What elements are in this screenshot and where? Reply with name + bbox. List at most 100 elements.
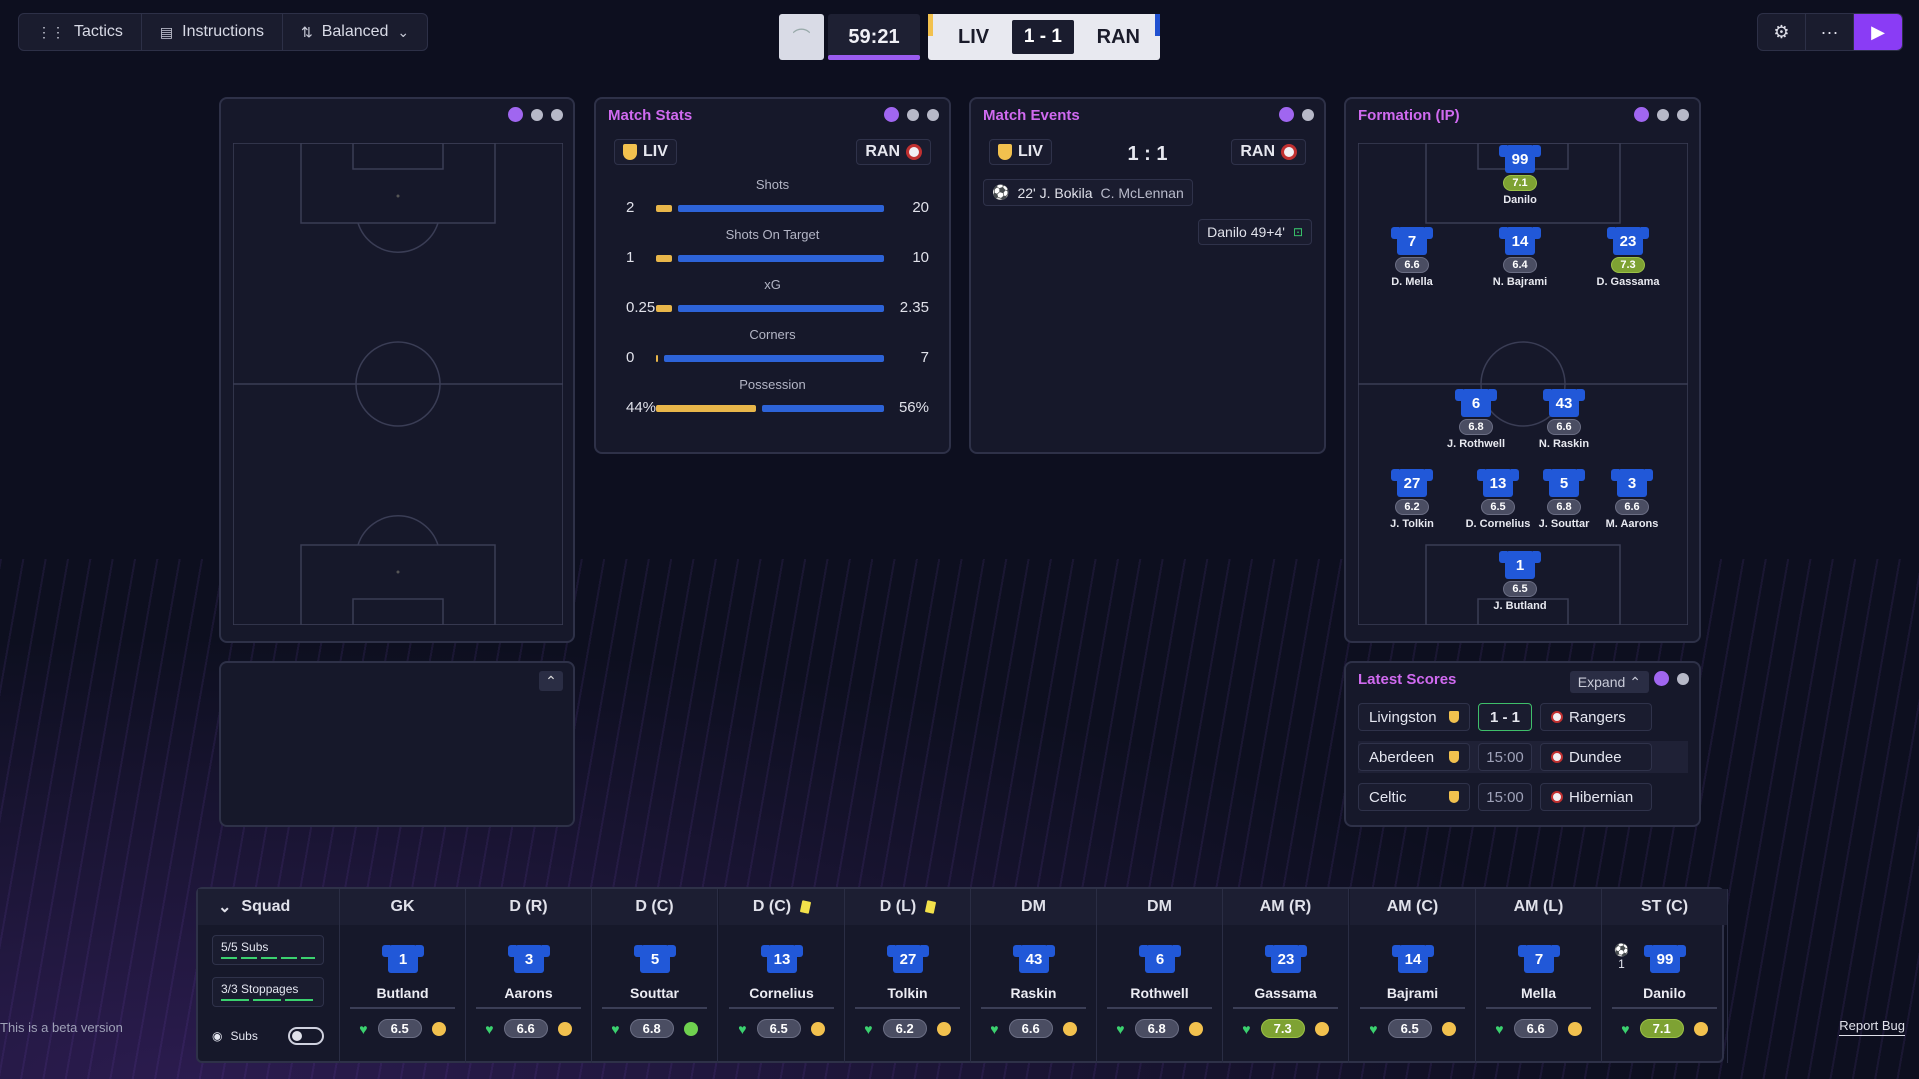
player-status-row: ♥ 6.2 [845, 1019, 970, 1038]
morale-face-icon [1314, 1021, 1329, 1036]
divider [729, 1007, 834, 1009]
formation-player[interactable]: 14 6.4 N. Bajrami [1478, 227, 1562, 288]
player-status-row: ♥ 6.5 [1350, 1019, 1475, 1038]
player-rating: 6.2 [1395, 499, 1429, 515]
stat-label: xG [764, 277, 781, 292]
mentality-dropdown[interactable]: ⇅ Balanced ⌄ [283, 14, 427, 50]
shirt-icon: 23 [1265, 945, 1307, 973]
shirt-icon: 14 [1499, 227, 1541, 255]
player-rating: 6.5 [756, 1019, 801, 1038]
morale-face-icon [1441, 1021, 1456, 1036]
panel-dots [1634, 107, 1689, 122]
panel-dot[interactable] [551, 108, 563, 121]
subs-toggle-switch[interactable] [287, 1027, 324, 1045]
panel-dot-active[interactable] [1634, 107, 1649, 122]
match-controls: ⚙ ··· ▶ [1757, 13, 1903, 51]
formation-player[interactable]: 27 6.2 J. Tolkin [1370, 469, 1454, 530]
clock-time: 59:21 [848, 25, 900, 48]
position-header: DM [971, 889, 1097, 925]
squad-player[interactable]: 23 Gassama ♥ 7.3 [1223, 925, 1349, 1063]
heart-icon: ♥ [738, 1020, 747, 1037]
player-name: J. Butland [1493, 600, 1547, 612]
player-status-row: ♥ 6.8 [1097, 1019, 1222, 1038]
clock-progress-bar [828, 55, 920, 60]
stats-home-label: LIV [643, 143, 668, 160]
panel-dot-active[interactable] [508, 107, 523, 122]
formation-player[interactable]: 23 7.3 D. Gassama [1586, 227, 1670, 288]
settings-button[interactable]: ⚙ [1758, 14, 1806, 50]
squad-player[interactable]: 5 Souttar ♥ 6.8 [592, 925, 718, 1063]
formation-player[interactable]: 6 6.8 J. Rothwell [1434, 389, 1518, 450]
panel-dot-active[interactable] [1654, 671, 1669, 686]
player-rating: 6.8 [1547, 499, 1581, 515]
divider [602, 1007, 707, 1009]
tactics-button[interactable]: ⋮⋮ Tactics [19, 14, 142, 50]
stat-home-bar [656, 205, 672, 212]
squad-player[interactable]: 3 Aarons ♥ 6.6 [466, 925, 592, 1063]
formation-player[interactable]: 1 6.5 J. Butland [1478, 551, 1562, 612]
squad-player[interactable]: 99 ⚽ 1 Danilo ♥ 7.1 [1602, 925, 1728, 1063]
team-crest-icon [1551, 751, 1563, 763]
formation-player[interactable]: 43 6.6 N. Raskin [1522, 389, 1606, 450]
stat-home-value: 44% [626, 399, 657, 416]
panel-dot-active[interactable] [1279, 107, 1294, 122]
subs-progress [221, 957, 315, 959]
divider [855, 1007, 960, 1009]
panel-dot[interactable] [1677, 108, 1689, 121]
player-name: J. Souttar [1538, 518, 1590, 530]
shirt-icon: 6 [1455, 389, 1497, 417]
player-rating: 7.1 [1503, 175, 1537, 191]
squad-player[interactable]: 43 Raskin ♥ 6.6 [971, 925, 1097, 1063]
away-goal-event[interactable]: Danilo 49+4' ⊡ [1198, 219, 1312, 245]
expand-button[interactable]: Expand ⌃ [1569, 671, 1649, 693]
morale-face-icon [1693, 1021, 1708, 1036]
shirt-icon: 99 [1644, 945, 1686, 973]
score-row[interactable]: Livingston 1 - 1 Rangers [1358, 701, 1688, 733]
squad-player[interactable]: 7 Mella ♥ 6.6 [1476, 925, 1602, 1063]
squad-player[interactable]: 1 Butland ♥ 6.5 [340, 925, 466, 1063]
player-name: D. Gassama [1596, 276, 1660, 288]
panel-dot[interactable] [907, 108, 919, 121]
formation-player[interactable]: 99 7.1 Danilo [1478, 145, 1562, 206]
panel-dot[interactable] [531, 108, 543, 121]
position-label: AM (L) [1513, 898, 1564, 915]
formation-player[interactable]: 3 6.6 M. Aarons [1590, 469, 1674, 530]
eye-icon: ◉ [212, 1029, 223, 1043]
instructions-button[interactable]: ▤ Instructions [142, 14, 283, 50]
divider [981, 1007, 1086, 1009]
expand-label: Expand [1577, 674, 1626, 690]
stat-away-value: 56% [898, 399, 929, 416]
formation-player[interactable]: 5 6.8 J. Souttar [1522, 469, 1606, 530]
stat-away-value: 2.35 [899, 299, 929, 316]
squad-player[interactable]: 13 Cornelius ♥ 6.5 [719, 925, 845, 1063]
player-name: Cornelius [749, 985, 814, 1001]
morale-face-icon [1567, 1021, 1582, 1036]
play-button[interactable]: ▶ [1854, 14, 1902, 50]
panel-dot[interactable] [1677, 672, 1689, 685]
football-icon: ⚽ [992, 184, 1010, 200]
report-bug-link[interactable]: Report Bug [1839, 1018, 1905, 1036]
player-rating: 6.6 [1513, 1019, 1558, 1038]
panel-dot[interactable] [927, 108, 939, 121]
formation-player[interactable]: 7 6.6 D. Mella [1370, 227, 1454, 288]
squad-toggle[interactable]: ⌄ Squad [198, 889, 340, 925]
stat-away-value: 10 [912, 249, 929, 266]
tactics-label: Tactics [74, 23, 123, 40]
panel-dot[interactable] [1302, 108, 1314, 121]
score-row[interactable]: Celtic 15:00 Hibernian [1358, 781, 1688, 813]
squad-player[interactable]: 14 Bajrami ♥ 6.5 [1350, 925, 1476, 1063]
home-team-name: Aberdeen [1369, 748, 1435, 766]
squad-player[interactable]: 27 Tolkin ♥ 6.2 [845, 925, 971, 1063]
heart-icon: ♥ [1495, 1020, 1504, 1037]
formation-player[interactable]: 13 6.5 D. Cornelius [1456, 469, 1540, 530]
stat-label: Possession [739, 377, 806, 392]
home-goal-event[interactable]: ⚽ 22' J. Bokila C. McLennan [983, 179, 1193, 206]
squad-player[interactable]: 6 Rothwell ♥ 6.8 [1097, 925, 1223, 1063]
more-button[interactable]: ··· [1806, 14, 1854, 50]
panel-dot-active[interactable] [884, 107, 899, 122]
panel-dot[interactable] [1657, 108, 1669, 121]
expand-up-button[interactable]: ⌃ [539, 671, 563, 691]
score-row[interactable]: Aberdeen 15:00 Dundee [1358, 741, 1688, 773]
heart-icon: ♥ [359, 1020, 368, 1037]
position-label: GK [390, 898, 415, 915]
